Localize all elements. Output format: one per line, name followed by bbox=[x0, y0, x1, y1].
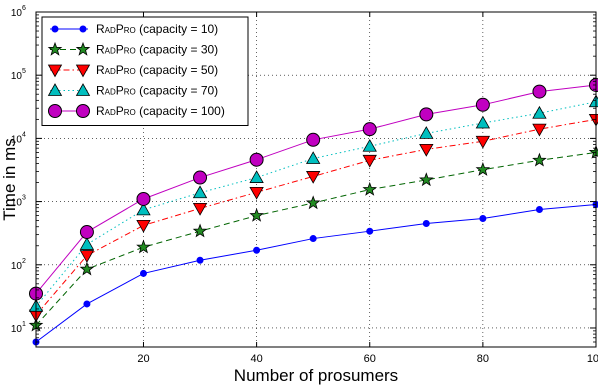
series-1-line bbox=[36, 204, 596, 342]
series-1-point bbox=[310, 236, 316, 242]
series-2-point bbox=[590, 146, 598, 158]
series-5-point bbox=[307, 133, 320, 146]
series-3-point bbox=[194, 203, 207, 215]
x-axis-title: Number of prosumers bbox=[234, 366, 398, 385]
series-5-point bbox=[194, 171, 207, 184]
legend-label-capacity: (capacity = 70) bbox=[136, 84, 218, 98]
series-2-point bbox=[477, 163, 489, 175]
series-5-point bbox=[476, 98, 489, 111]
legend-label-capacity: (capacity = 100) bbox=[136, 104, 225, 118]
series-4-point bbox=[363, 140, 376, 152]
legend-label: RadPro (capacity = 10) bbox=[96, 22, 218, 36]
legend-label: RadPro (capacity = 70) bbox=[96, 84, 218, 98]
y-tick-label-base: 10 bbox=[11, 324, 23, 335]
series-2-point bbox=[250, 209, 262, 221]
series-3-point bbox=[420, 144, 433, 156]
y-axis-title: Time in ms bbox=[0, 138, 19, 221]
legend-label-capacity: (capacity = 30) bbox=[136, 43, 218, 57]
series-5-point bbox=[80, 226, 93, 239]
series-2-point bbox=[307, 196, 319, 208]
series-3-point bbox=[137, 220, 150, 232]
series-5-point bbox=[420, 108, 433, 121]
series-1-point bbox=[84, 301, 90, 307]
series-3-point bbox=[307, 171, 320, 183]
series-2-point bbox=[137, 241, 149, 253]
y-tick-label-exponent: 6 bbox=[22, 5, 26, 12]
series-4-point bbox=[250, 171, 263, 183]
series-1-point bbox=[480, 215, 486, 221]
legend: RadPro (capacity = 10)RadPro (capacity =… bbox=[42, 17, 248, 126]
series-4-point bbox=[307, 152, 320, 164]
series-5-point bbox=[363, 123, 376, 136]
x-tick-label: 100 bbox=[587, 353, 598, 365]
series-3-point bbox=[590, 114, 598, 126]
y-tick-label-exponent: 2 bbox=[22, 258, 26, 265]
series-1-point bbox=[140, 270, 146, 276]
series-4-point bbox=[194, 186, 207, 198]
series-2-point bbox=[420, 173, 432, 185]
x-tick-label: 20 bbox=[137, 353, 149, 365]
series-1-point bbox=[367, 228, 373, 234]
series-5-point bbox=[533, 85, 546, 98]
y-tick-label-base: 10 bbox=[11, 8, 23, 19]
series-1 bbox=[33, 201, 598, 345]
series-1-point bbox=[423, 221, 429, 227]
legend-marker bbox=[77, 105, 90, 118]
legend-label: RadPro (capacity = 30) bbox=[96, 43, 218, 57]
series-3-point bbox=[363, 155, 376, 167]
legend-marker bbox=[52, 26, 58, 32]
series-2-point bbox=[533, 154, 545, 166]
series-5-point bbox=[250, 153, 263, 166]
y-tick-label-base: 10 bbox=[11, 261, 23, 272]
legend-label: RadPro (capacity = 100) bbox=[96, 104, 225, 118]
y-tick-label-exponent: 5 bbox=[22, 68, 26, 75]
legend-marker bbox=[49, 105, 62, 118]
legend-label-capacity: (capacity = 50) bbox=[136, 63, 218, 77]
legend-label-name: RadPro bbox=[96, 63, 136, 77]
x-tick-label: 60 bbox=[364, 353, 376, 365]
series-4-point bbox=[590, 95, 598, 107]
y-tick-label-exponent: 1 bbox=[22, 321, 26, 328]
series-2-point bbox=[364, 183, 376, 195]
series-2-point bbox=[81, 263, 93, 275]
legend-marker bbox=[80, 26, 86, 32]
legend-label-name: RadPro bbox=[96, 84, 136, 98]
y-tick-label-base: 10 bbox=[11, 71, 23, 82]
legend-label-name: RadPro bbox=[96, 22, 136, 36]
x-tick-label: 40 bbox=[250, 353, 262, 365]
series-4-point bbox=[80, 238, 93, 250]
series-3-point bbox=[250, 187, 263, 199]
series-1-point bbox=[536, 206, 542, 212]
series-1-point bbox=[197, 257, 203, 263]
x-tick-label: 80 bbox=[477, 353, 489, 365]
series-2-point bbox=[194, 225, 206, 237]
legend-label-name: RadPro bbox=[96, 104, 136, 118]
legend-label-name: RadPro bbox=[96, 43, 136, 57]
y-tick-label-exponent: 4 bbox=[22, 131, 26, 138]
legend-label: RadPro (capacity = 50) bbox=[96, 63, 218, 77]
y-tick-label-exponent: 3 bbox=[22, 195, 26, 202]
series-5-point bbox=[137, 192, 150, 205]
series-1-point bbox=[254, 247, 260, 253]
series-4-point bbox=[476, 117, 489, 129]
series-4-point bbox=[420, 127, 433, 139]
legend-label-capacity: (capacity = 10) bbox=[136, 22, 218, 36]
